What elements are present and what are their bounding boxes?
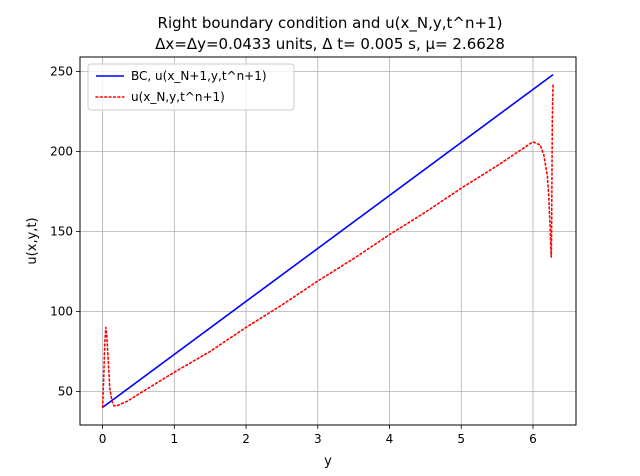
grid [80,57,576,425]
x-tick-label: 4 [386,432,394,446]
chart-title-line-1: Right boundary condition and u(x_N,y,t^n… [158,14,503,33]
x-tick-label: 2 [242,432,250,446]
x-axis-ticks: 0 1 2 3 4 5 6 [99,425,537,446]
legend: BC, u(x_N+1,y,t^n+1) u(x_N,y,t^n+1) [87,63,295,111]
legend-label-bc: BC, u(x_N+1,y,t^n+1) [131,69,267,83]
y-tick-label: 150 [50,224,73,238]
y-tick-label: 50 [58,384,73,398]
x-tick-label: 0 [99,432,107,446]
x-tick-label: 6 [529,432,537,446]
legend-box [87,63,295,111]
y-tick-label: 100 [50,304,73,318]
chart-title-line-2: Δx=Δy=0.0433 units, Δ t= 0.005 s, μ= 2.6… [155,35,505,53]
x-tick-label: 3 [314,432,322,446]
legend-label-u: u(x_N,y,t^n+1) [131,90,225,104]
x-tick-label: 1 [171,432,179,446]
x-tick-label: 5 [457,432,465,446]
y-tick-label: 200 [50,144,73,158]
y-axis-ticks: 50 100 150 200 250 [50,64,80,398]
plot-series [101,73,554,409]
x-axis-label: y [324,454,332,469]
y-axis-label: u(x,y,t) [25,217,40,264]
y-tick-label: 250 [50,64,73,78]
series-line-u [101,83,554,409]
plot-frame [79,56,577,426]
series-line-bc [102,73,554,409]
